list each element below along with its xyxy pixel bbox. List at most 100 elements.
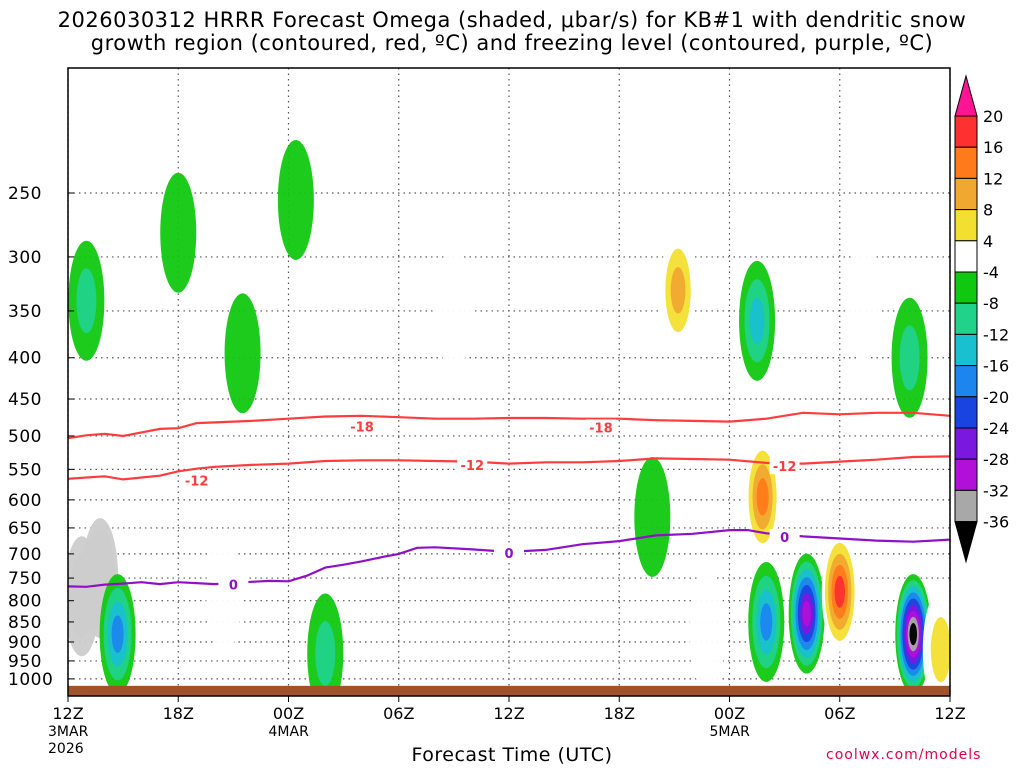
- y-tick-label: 250: [8, 184, 42, 204]
- omega-cell: [834, 575, 845, 608]
- omega-cell: [899, 325, 920, 391]
- colorbar-label: 16: [983, 138, 1003, 157]
- colorbar-bin: [954, 240, 978, 273]
- dgz-minus12-label: -12: [185, 475, 209, 490]
- colorbar-label: -12: [983, 325, 1009, 344]
- colorbar-label: -32: [983, 481, 1009, 500]
- colorbar-bin: [954, 365, 978, 398]
- y-tick-label: 1000: [8, 670, 53, 690]
- terrain-layer: [68, 685, 950, 696]
- y-tick-label: 850: [8, 613, 42, 633]
- dgz-minus12-label-bg: [457, 456, 488, 473]
- y-tick-label: 450: [8, 390, 42, 410]
- colorbar-bin: [954, 146, 978, 179]
- dgz-minus18-label-bg: [585, 419, 616, 436]
- colorbar-label: 4: [983, 232, 993, 251]
- omega-cell: [756, 478, 769, 516]
- x-axis-label: Forecast Time (UTC): [411, 744, 613, 766]
- omega-cell: [634, 456, 671, 577]
- dgz-minus18-label: -18: [589, 421, 613, 436]
- colorbar-label: 20: [983, 107, 1003, 126]
- omega-cell: [749, 297, 765, 345]
- colorbar-top-arrow: [954, 74, 978, 117]
- terrain-band: [68, 685, 950, 696]
- freezing-level-0-label: 0: [504, 547, 513, 562]
- omega-cell: [76, 268, 97, 334]
- omega-cell: [845, 240, 882, 361]
- colorbar-bin: [954, 177, 978, 211]
- omega-cell: [909, 622, 918, 646]
- dgz-minus12-label: -12: [461, 459, 485, 474]
- y-tick-label: 650: [8, 519, 42, 539]
- colorbar-bin: [954, 333, 978, 367]
- colorbar-label: -16: [983, 357, 1009, 376]
- x-tick-label: 18Z: [163, 704, 194, 723]
- chart-title-line1: 2026030312 HRRR Forecast Omega (shaded, …: [57, 8, 967, 32]
- colorbar-label: -8: [983, 294, 999, 313]
- x-tick-label: 00Z: [273, 704, 304, 723]
- y-tick-label: 600: [8, 491, 42, 511]
- colorbar-bin: [954, 489, 978, 523]
- x-tick-label: 12Z: [52, 704, 83, 723]
- colorbar-bottom-arrow: [954, 521, 978, 564]
- dgz-minus18-label-bg: [347, 418, 377, 435]
- colorbar-label: 12: [983, 169, 1003, 188]
- x-tick-label: 06Z: [824, 704, 855, 723]
- colorbar-label: -24: [983, 419, 1009, 438]
- freezing-level-0-line: [68, 529, 950, 588]
- y-tick-label: 750: [8, 569, 42, 589]
- omega-cell: [224, 293, 261, 414]
- omega-cell: [802, 600, 811, 627]
- y-tick-label: 550: [8, 460, 42, 480]
- x-tick-label: 12Z: [493, 704, 524, 723]
- colorbar: 20 16 12 8 4 -4 -8 -12 -16 -20 -24 -28 -32 -36: [954, 74, 1009, 564]
- x-date-label: 4MAR: [269, 724, 310, 740]
- freezing-level-0-label: 0: [229, 579, 238, 594]
- x-tick-label: 18Z: [604, 704, 635, 723]
- y-tick-label: 900: [8, 633, 42, 653]
- dgz-minus12-label-bg: [769, 458, 800, 475]
- colorbar-bin: [954, 209, 978, 242]
- omega-cell: [930, 617, 950, 683]
- colorbar-bin: [954, 115, 978, 148]
- y-tick-label: 950: [8, 652, 42, 672]
- freezing-level-0-label: 0: [780, 531, 789, 546]
- omega-cell: [435, 250, 472, 371]
- omega-cell: [111, 615, 124, 653]
- omega-cell: [160, 172, 197, 293]
- omega-cell: [760, 603, 773, 641]
- y-tick-label: 500: [8, 427, 42, 447]
- y-tick-label: 300: [8, 248, 42, 268]
- axis-layer: 2503003504004505005506006507007508008509…: [8, 184, 966, 757]
- colorbar-label: -36: [983, 513, 1009, 532]
- contour-layer: -18 -18 -12 -12 -12 0 0 0: [68, 411, 950, 594]
- colorbar-label: -20: [983, 388, 1009, 407]
- freezing-level-0-label-bg: [769, 528, 800, 545]
- y-tick-label: 400: [8, 349, 42, 369]
- y-tick-label: 800: [8, 592, 42, 612]
- x-date-label: 5MAR: [710, 724, 751, 740]
- y-tick-label: 350: [8, 302, 42, 322]
- colorbar-bin: [954, 427, 978, 460]
- freezing-level-0-label-bg: [218, 576, 249, 593]
- colorbar-bin: [954, 302, 978, 335]
- omega-shading-layer: [68, 139, 950, 696]
- x-tick-label: 00Z: [714, 704, 745, 723]
- x-year-label: 2026: [48, 741, 84, 757]
- chart-title-line2: growth region (contoured, red, ºC) and f…: [90, 31, 934, 55]
- colorbar-label: -28: [983, 450, 1009, 469]
- dgz-minus18-line: [68, 411, 950, 440]
- omega-cell: [94, 562, 106, 595]
- colorbar-bin: [954, 271, 978, 304]
- x-tick-label: 06Z: [383, 704, 414, 723]
- omega-cell: [670, 266, 686, 314]
- omega-cell: [315, 620, 336, 686]
- x-date-label: 3MAR: [48, 724, 89, 740]
- credit-text: coolwx.com/models: [826, 747, 982, 763]
- omega-cell: [277, 139, 314, 260]
- y-tick-label: 700: [8, 545, 42, 565]
- colorbar-bin: [954, 396, 978, 429]
- x-tick-label: 12Z: [934, 704, 965, 723]
- dgz-minus12-label: -12: [773, 460, 797, 475]
